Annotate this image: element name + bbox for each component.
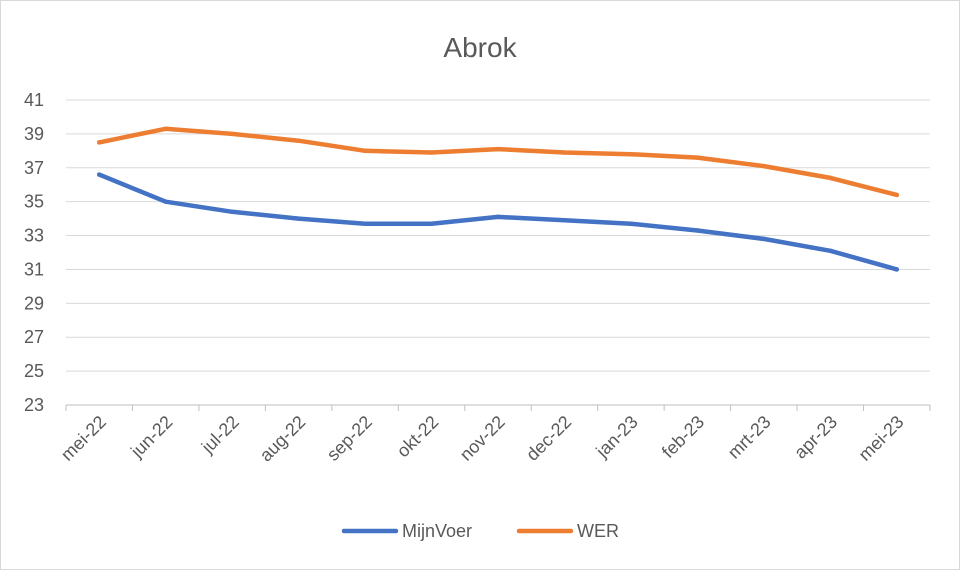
data-point-wer	[429, 150, 434, 155]
series-line-wer	[96, 126, 900, 198]
data-point-wer	[296, 138, 301, 143]
y-tick-label: 35	[24, 192, 44, 212]
y-tick-label: 29	[24, 293, 44, 313]
x-tick-label: sep-22	[323, 412, 376, 465]
y-axis: 23 25 27 29 31 33 35 37 39 41	[24, 90, 44, 415]
data-point-wer	[695, 155, 700, 160]
data-point-mijnvoer	[229, 209, 235, 215]
data-point-wer	[97, 140, 102, 145]
data-point-wer	[562, 150, 567, 155]
x-tick-label: mei-22	[57, 412, 110, 465]
y-tick-label: 41	[24, 90, 44, 110]
legend-label: WER	[577, 521, 619, 541]
data-point-mijnvoer	[362, 221, 368, 226]
x-tick-label: jun-22	[126, 412, 176, 462]
legend: MijnVoer WER	[341, 521, 619, 541]
data-point-wer	[362, 148, 368, 154]
y-tick-label: 23	[24, 395, 44, 415]
x-tick-label: feb-23	[658, 412, 708, 462]
chart-title: Abrok	[443, 32, 517, 63]
data-point-mijnvoer	[761, 236, 767, 242]
x-tick-label: okt-22	[393, 412, 443, 462]
series-line-mijnvoer	[96, 172, 900, 272]
y-tick-label: 33	[24, 226, 44, 246]
y-tick-label: 25	[24, 361, 44, 381]
x-tick-label: jul-22	[197, 412, 243, 458]
x-tick-label: dec-22	[522, 412, 575, 465]
data-point-mijnvoer	[695, 228, 700, 233]
data-point-mijnvoer	[894, 267, 899, 272]
data-point-mijnvoer	[163, 199, 168, 204]
x-axis: mei-22 jun-22 jul-22 aug-22 sep-22 okt-22 nov-…	[57, 405, 931, 466]
x-tick-label: aug-22	[256, 412, 310, 466]
data-point-wer	[163, 126, 168, 132]
legend-label: MijnVoer	[402, 521, 472, 541]
y-tick-label: 37	[24, 158, 44, 178]
data-point-mijnvoer	[97, 172, 102, 177]
x-tick-label: jan-23	[592, 412, 642, 462]
data-point-mijnvoer	[562, 218, 567, 223]
data-point-wer	[495, 146, 501, 152]
x-tick-label: nov-22	[456, 412, 509, 465]
data-point-mijnvoer	[495, 214, 501, 220]
x-tick-label: mrt-23	[724, 412, 775, 463]
y-tick-label: 39	[24, 124, 44, 144]
data-point-wer	[828, 175, 833, 181]
data-point-wer	[229, 131, 235, 137]
data-point-wer	[761, 163, 767, 169]
data-point-mijnvoer	[296, 216, 301, 221]
data-point-mijnvoer	[429, 221, 434, 226]
x-tick-label: mei-23	[855, 412, 908, 465]
data-point-wer	[628, 152, 634, 157]
y-tick-label: 31	[24, 259, 44, 279]
data-point-mijnvoer	[828, 248, 833, 254]
gridlines	[66, 99, 930, 406]
data-point-wer	[894, 192, 899, 198]
y-tick-label: 27	[24, 327, 44, 347]
series-group	[96, 126, 900, 272]
data-point-mijnvoer	[628, 221, 634, 226]
x-tick-label: apr-23	[790, 412, 841, 463]
